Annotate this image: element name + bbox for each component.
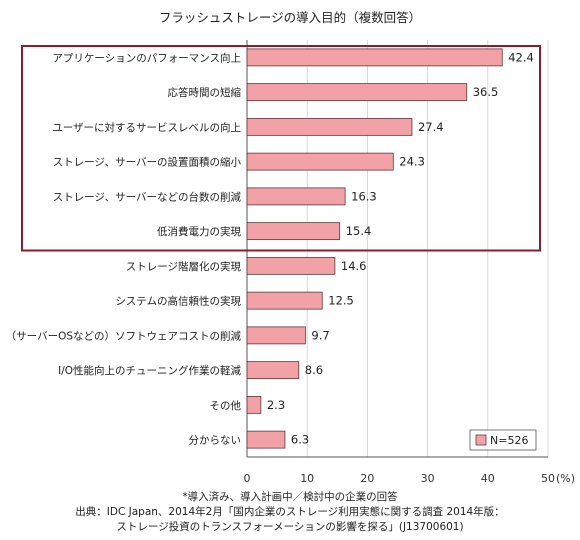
- category-label: 低消費電力の実現: [157, 225, 241, 238]
- note-line-1: *導入済み、導入計画中／検討中の企業の回答: [182, 490, 398, 503]
- value-label: 36.5: [473, 85, 499, 99]
- value-label: 42.4: [508, 50, 534, 64]
- grid-lines: [246, 40, 549, 458]
- bar: [246, 187, 346, 206]
- category-label: I/O性能向上のチューニング作業の軽減: [58, 364, 241, 377]
- bar: [246, 361, 300, 380]
- value-labels: 42.4 36.5 27.4 24.3 16.3 15.4 14.6 12.5 9.7 8.6 2.…: [267, 50, 534, 446]
- category-label: ストレージ、サーバーの設置面積の縮小: [53, 156, 242, 169]
- value-label: 2.3: [267, 398, 285, 412]
- x-tick-label: 10: [300, 472, 314, 485]
- bar: [246, 326, 306, 345]
- highlight-box: [21, 45, 541, 252]
- value-label: 15.4: [346, 224, 372, 238]
- bar: [246, 152, 394, 171]
- value-label: 6.3: [291, 433, 309, 447]
- category-labels: アプリケーションのパフォーマンス向上応答時間の短縮ユーザーに対するサービスレベル…: [6, 51, 242, 446]
- value-label: 14.6: [341, 259, 367, 273]
- x-tick-label: 50: [541, 472, 555, 485]
- category-label: システムの高信頼性の実現: [115, 295, 241, 308]
- value-label: 16.3: [351, 189, 377, 203]
- bar: [246, 291, 323, 310]
- category-label: ストレージ、サーバーなどの台数の削減: [53, 190, 242, 203]
- note-line-2: 出典：IDC Japan、2014年2月「国内企業のストレージ利用実態に関する調…: [75, 505, 504, 518]
- x-tick-label: 30: [421, 472, 435, 485]
- legend-box: [469, 429, 537, 451]
- category-label: ストレージ階層化の実現: [126, 260, 242, 273]
- value-label: 8.6: [305, 363, 323, 377]
- chart-title: フラッシュストレージの導入目的（複数回答）: [159, 10, 421, 25]
- note-line-3: ストレージ投資のトランスフォーメーションの影響を探る」(J13700601): [116, 520, 463, 533]
- category-label: ユーザーに対するサービスレベルの向上: [52, 121, 241, 134]
- value-label: 9.7: [311, 328, 329, 342]
- category-label: アプリケーションのパフォーマンス向上: [52, 51, 241, 64]
- x-axis-ticks: 0 10 20 30 40 50: [244, 472, 556, 485]
- x-tick-label: 40: [481, 472, 495, 485]
- x-tick-label: 0: [244, 472, 251, 485]
- bar: [246, 430, 286, 449]
- bar: [246, 48, 503, 67]
- bar: [246, 117, 413, 136]
- legend: N=526: [469, 429, 537, 451]
- value-label: 24.3: [399, 155, 425, 169]
- category-label: その他: [210, 399, 242, 412]
- bar: [246, 395, 262, 414]
- category-label: 分からない: [189, 435, 242, 447]
- x-axis-unit: (%): [556, 472, 575, 485]
- value-label: 12.5: [328, 294, 354, 308]
- x-tick-label: 20: [360, 472, 374, 485]
- bar: [246, 256, 336, 275]
- legend-swatch: [475, 434, 487, 446]
- category-label: （サーバーOSなどの）ソフトウェアコストの削減: [6, 329, 242, 342]
- bar: [246, 222, 341, 241]
- bar: [246, 83, 468, 102]
- legend-label: N=526: [490, 434, 528, 447]
- bars-group: [246, 48, 503, 449]
- value-label: 27.4: [418, 120, 444, 134]
- category-label: 応答時間の短縮: [168, 86, 242, 99]
